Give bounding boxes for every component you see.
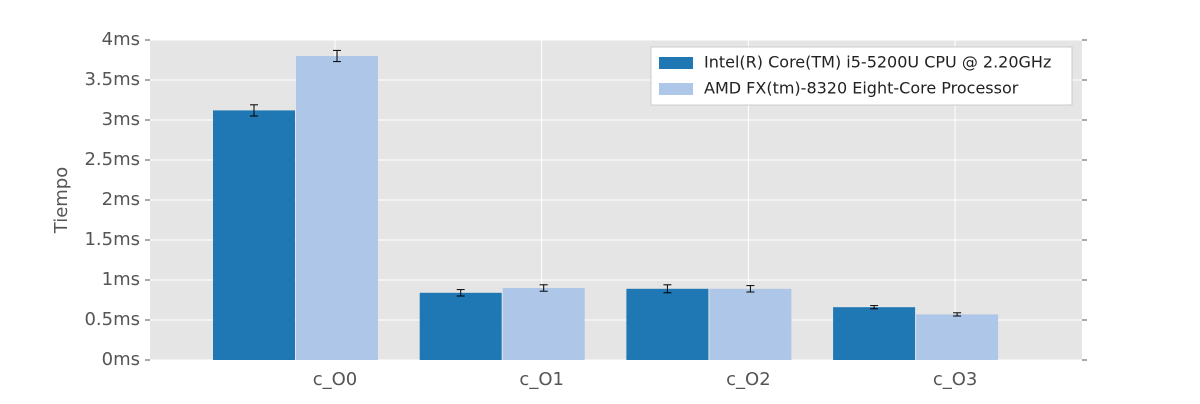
bar [626,288,709,360]
legend-swatch [659,57,693,69]
y-tick-label: 1.5ms [84,229,140,250]
x-tick-label: c_O1 [519,369,564,390]
y-tick-label: 0.5ms [84,309,140,330]
x-tick-label: c_O3 [933,369,978,390]
legend-label: AMD FX(tm)-8320 Eight-Core Processor [704,79,1019,98]
y-axis-label: Tiempo [51,167,72,235]
bar [213,110,295,361]
y-tick-label: 2ms [102,189,140,210]
legend: Intel(R) Core(TM) i5-5200U CPU @ 2.20GHz… [650,46,1073,106]
bar [296,56,378,360]
bar [916,314,999,360]
y-tick-label: 0ms [102,349,140,370]
legend-label: Intel(R) Core(TM) i5-5200U CPU @ 2.20GHz [704,53,1051,72]
bar [502,288,585,360]
y-tick-label: 2.5ms [84,149,140,170]
x-tick-label: c_O2 [726,369,771,390]
legend-box [650,46,1073,106]
bar [709,288,792,360]
legend-swatch [659,83,693,95]
bar [419,292,502,360]
y-tick-label: 4ms [102,29,140,50]
x-tick-label: c_O0 [313,369,358,390]
y-tick-label: 1ms [102,269,140,290]
y-tick-label: 3.5ms [84,69,140,90]
bar [833,307,916,360]
y-tick-label: 3ms [102,109,140,130]
